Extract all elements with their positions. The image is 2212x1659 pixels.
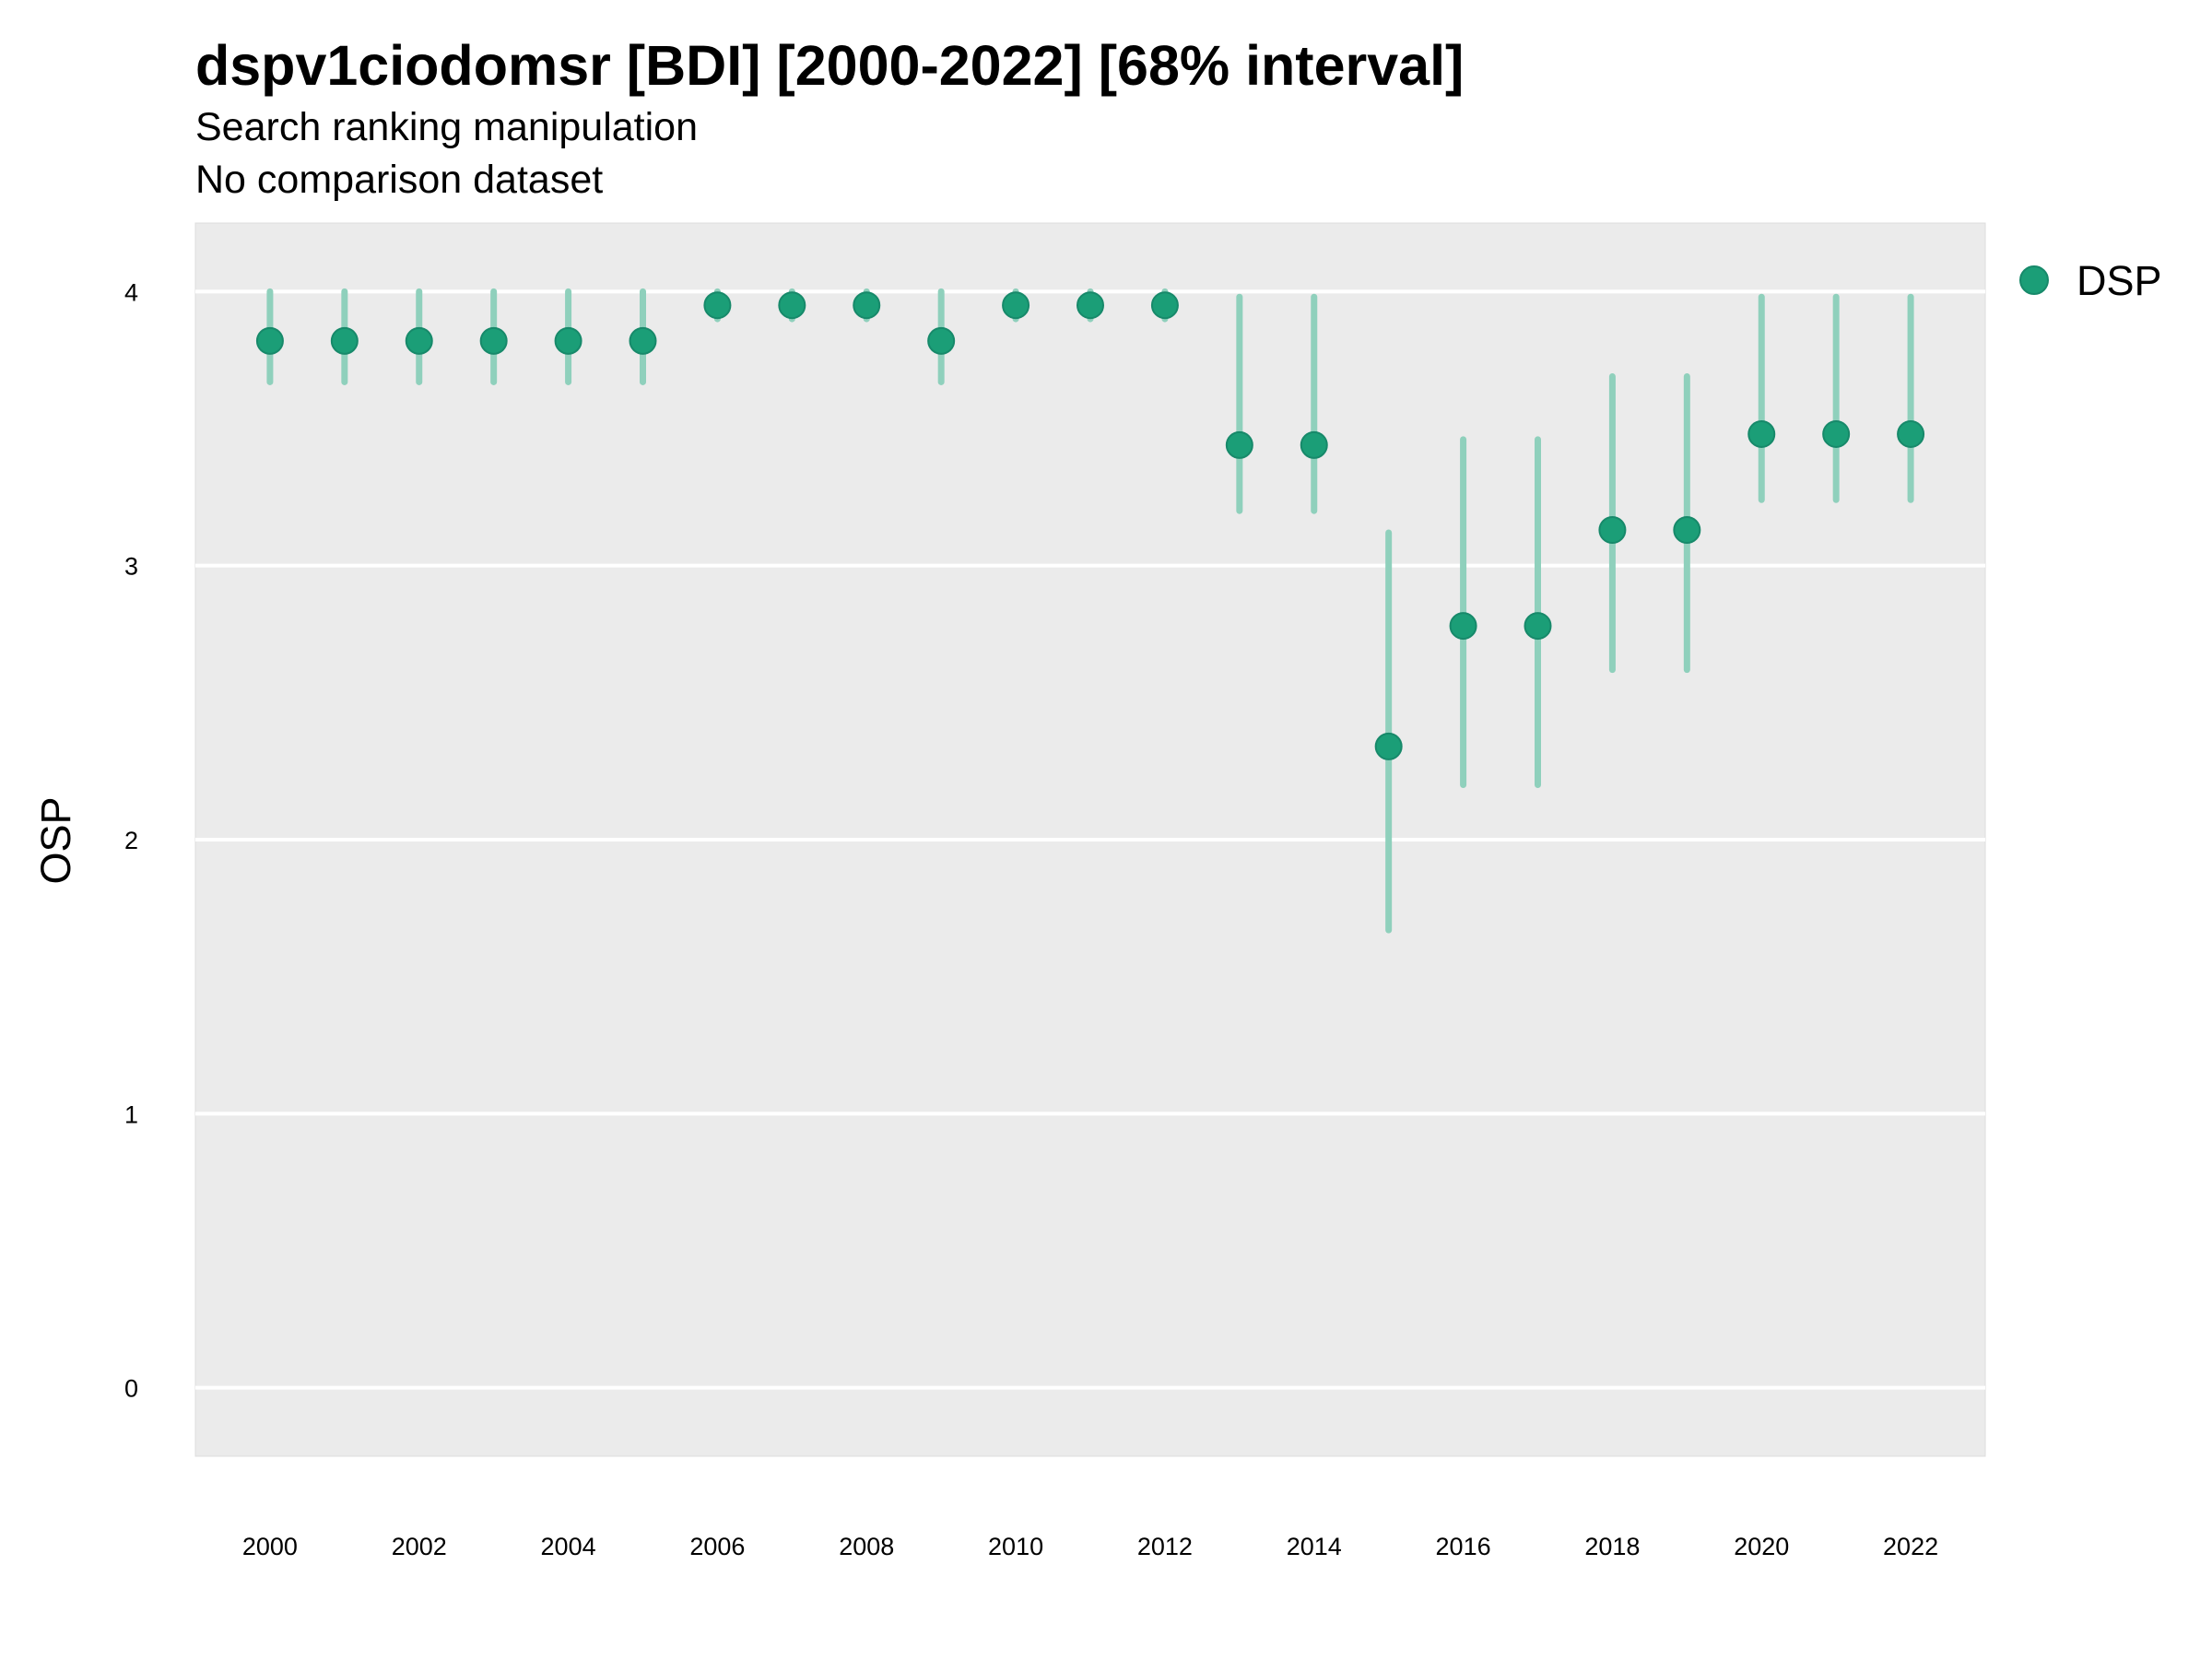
data-point bbox=[1077, 291, 1104, 320]
data-point bbox=[1897, 419, 1925, 448]
y-tick-label: 4 bbox=[124, 278, 138, 306]
data-point bbox=[703, 291, 732, 320]
legend-label-dsp: DSP bbox=[2077, 257, 2162, 304]
x-tick-label: 2022 bbox=[1883, 1533, 1938, 1560]
data-point bbox=[1822, 419, 1851, 448]
data-point bbox=[1374, 732, 1403, 760]
data-point bbox=[927, 326, 956, 355]
x-tick-label: 2006 bbox=[689, 1533, 745, 1560]
data-points bbox=[255, 291, 1925, 760]
y-tick-labels: 0 1 2 3 4 bbox=[124, 278, 138, 1402]
data-point bbox=[255, 326, 284, 355]
legend-key-dsp bbox=[2019, 265, 2049, 295]
y-tick-label: 3 bbox=[124, 553, 138, 581]
x-tick-label: 2002 bbox=[392, 1533, 447, 1560]
data-point bbox=[479, 326, 508, 355]
x-tick-label: 2016 bbox=[1436, 1533, 1491, 1560]
x-tick-label: 2008 bbox=[839, 1533, 894, 1560]
x-tick-label: 2000 bbox=[242, 1533, 298, 1560]
x-tick-label: 2014 bbox=[1287, 1533, 1342, 1560]
chart-subtitle: Search ranking manipulation bbox=[195, 105, 698, 149]
data-point bbox=[330, 326, 359, 355]
x-tick-label: 2010 bbox=[988, 1533, 1043, 1560]
data-point bbox=[554, 326, 582, 355]
data-point bbox=[1449, 612, 1477, 641]
x-tick-labels: 2000 2002 2004 2006 2008 2010 2012 2014 2016 2018… bbox=[242, 1533, 1938, 1560]
data-point bbox=[1524, 612, 1552, 641]
y-tick-label: 0 bbox=[124, 1375, 138, 1403]
data-point bbox=[629, 326, 657, 355]
x-tick-label: 2018 bbox=[1584, 1533, 1640, 1560]
x-tick-label: 2004 bbox=[541, 1533, 596, 1560]
data-point bbox=[778, 291, 806, 320]
y-axis-label: OSP bbox=[32, 796, 79, 884]
data-point bbox=[1002, 291, 1030, 320]
data-point bbox=[405, 326, 433, 355]
data-point bbox=[1150, 291, 1179, 320]
data-point bbox=[1300, 430, 1328, 459]
data-point bbox=[1673, 516, 1701, 545]
x-tick-label: 2020 bbox=[1734, 1533, 1789, 1560]
data-point bbox=[1598, 516, 1627, 545]
data-point bbox=[853, 291, 881, 320]
chart-title: dspv1ciodomsr [BDI] [2000-2022] [68% int… bbox=[195, 34, 1465, 97]
y-tick-label: 2 bbox=[124, 827, 138, 854]
data-point bbox=[1225, 430, 1253, 459]
x-tick-label: 2012 bbox=[1137, 1533, 1193, 1560]
y-tick-label: 1 bbox=[124, 1100, 138, 1128]
legend: DSP bbox=[2019, 257, 2162, 304]
data-point bbox=[1747, 419, 1776, 448]
chart-caption: No comparison dataset bbox=[195, 158, 604, 202]
